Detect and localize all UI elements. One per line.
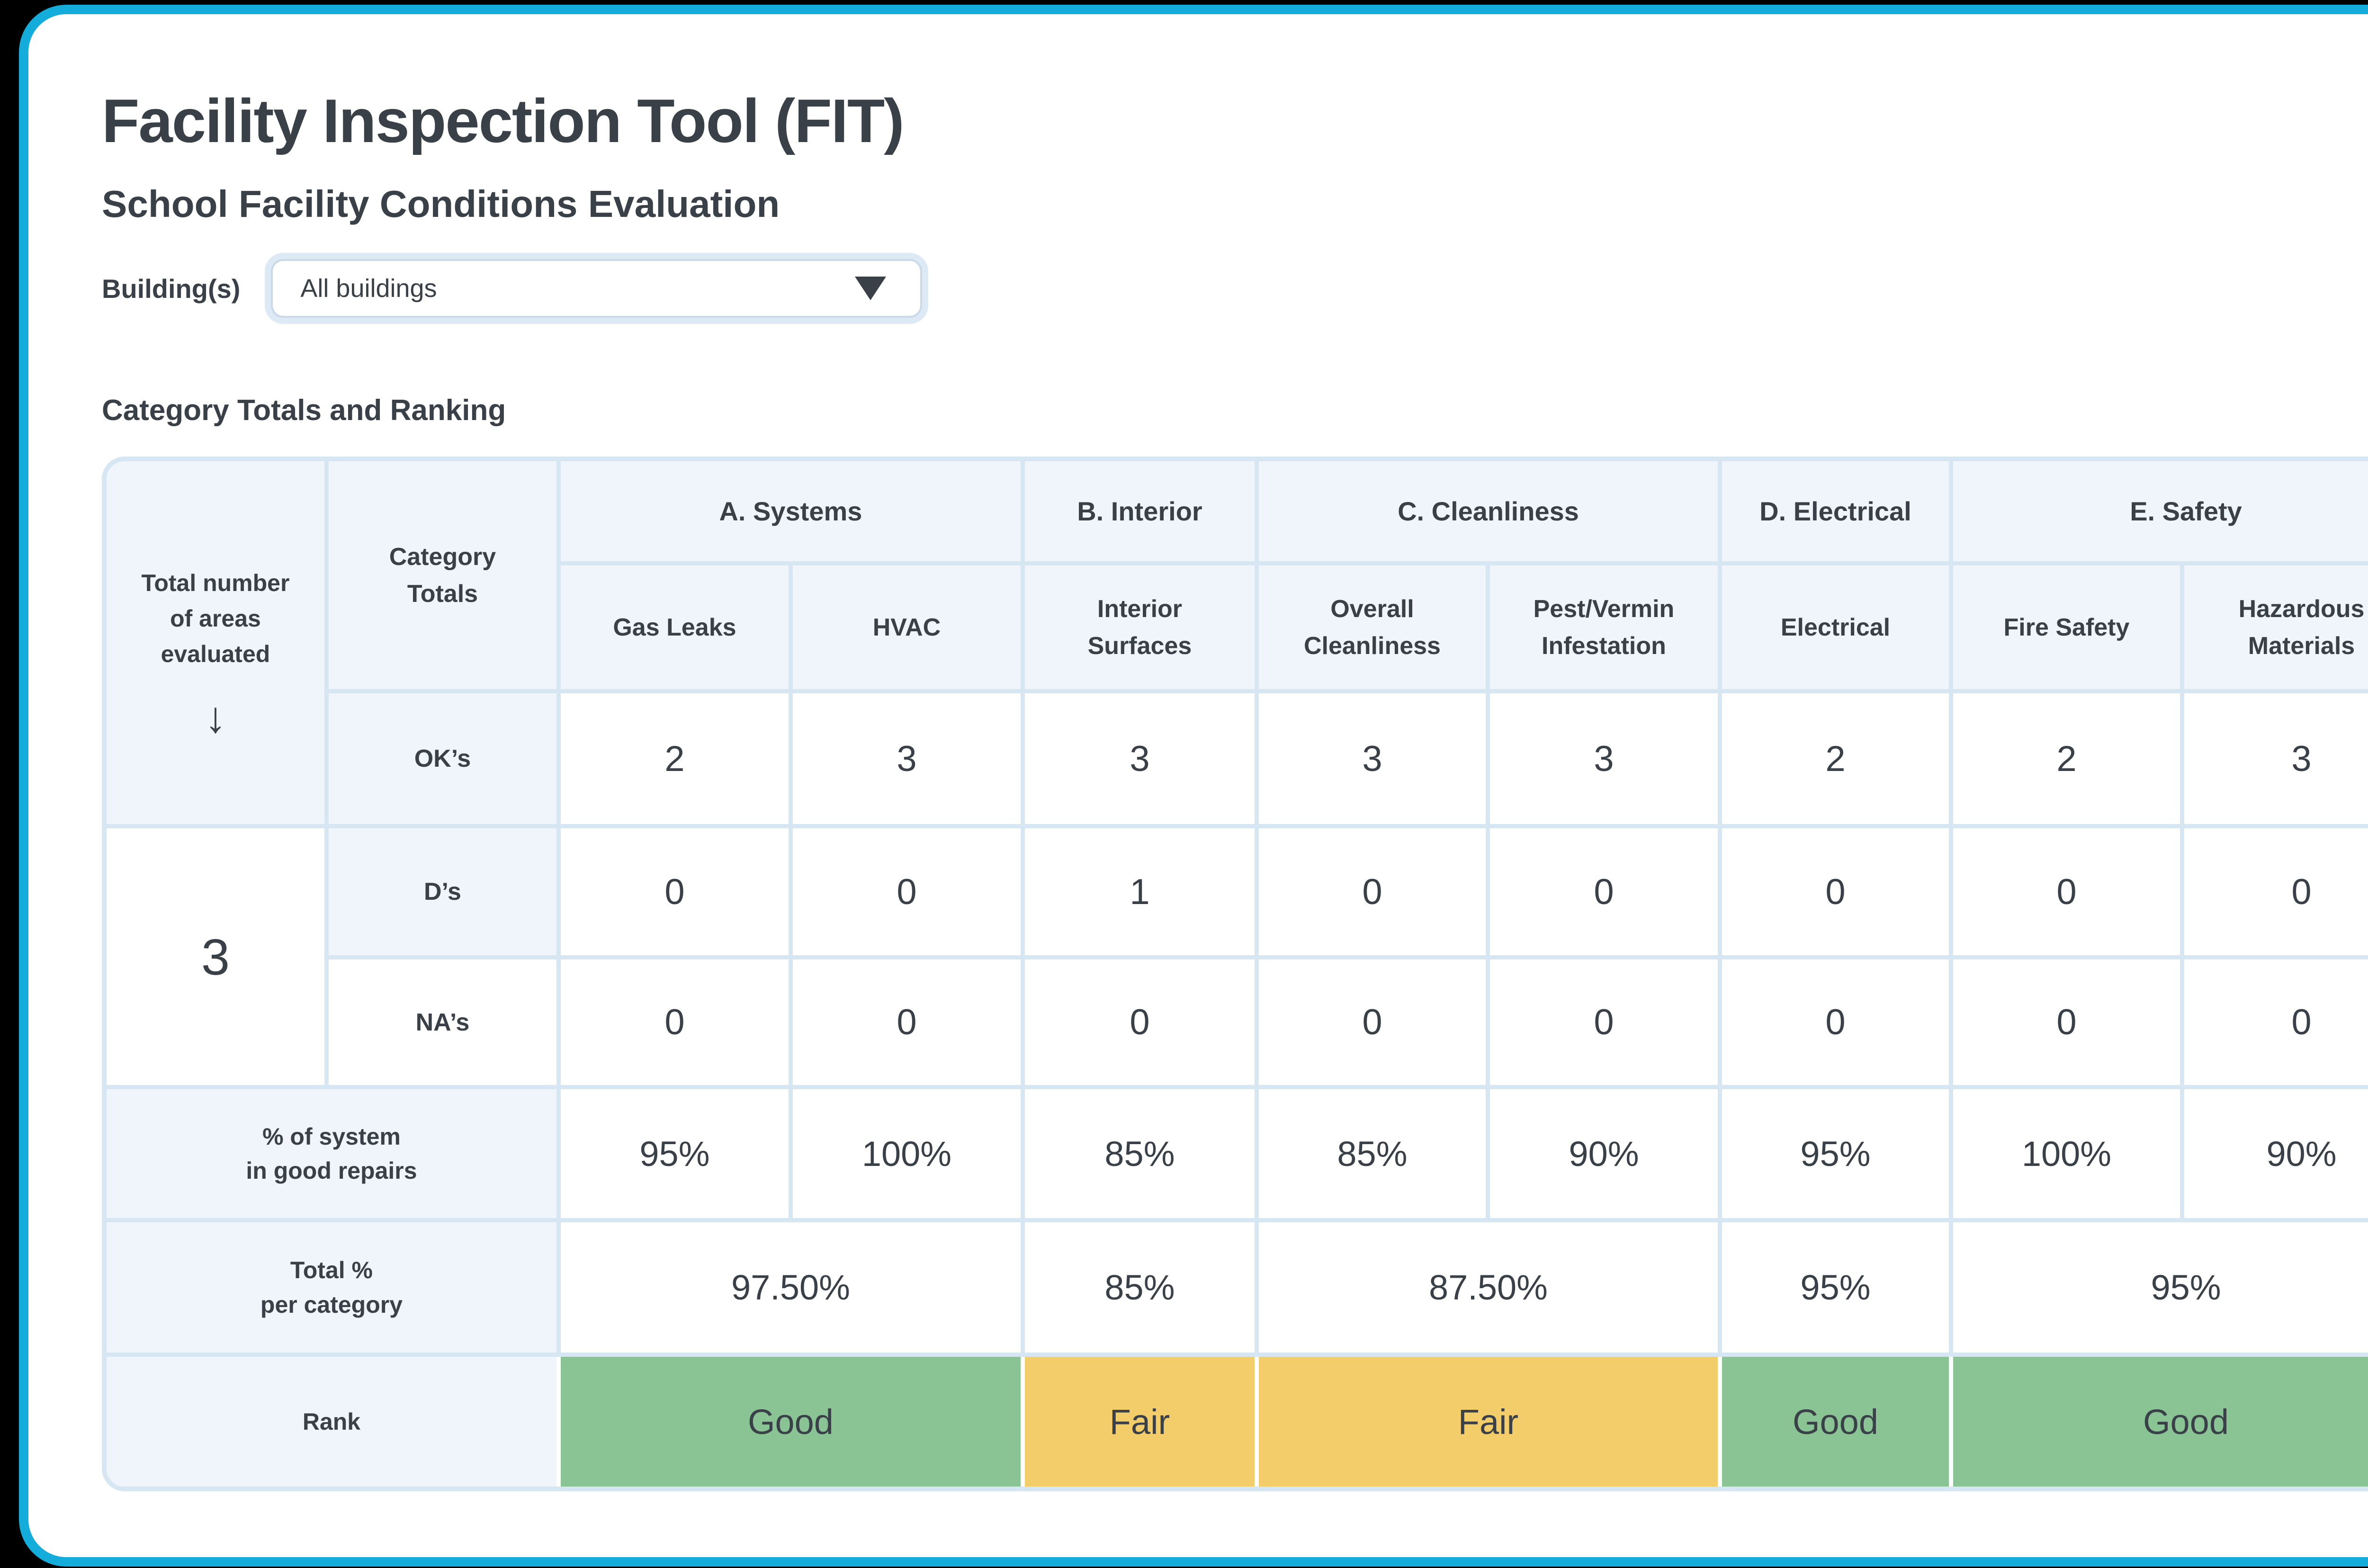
cell-nas-pest-vermin: 0 (1489, 959, 1722, 1089)
cell-pct-hvac: 100% (792, 1089, 1025, 1222)
cell-total-c-cleanliness: 87.50% (1258, 1222, 1722, 1357)
col-header-fire-safety: Fire Safety (1953, 565, 2184, 693)
cell-total-d-electrical: 95% (1722, 1222, 1953, 1357)
cell-ds-electrical: 0 (1722, 828, 1953, 959)
chevron-down-icon (855, 277, 887, 300)
col-header-electrical: Electrical (1722, 565, 1953, 693)
col-header-hvac: HVAC (792, 565, 1025, 693)
cell-ds-gas-leaks: 0 (560, 828, 793, 959)
row-label-total-per-category: Total % per category (107, 1222, 561, 1357)
col-header-overall-cleanliness: Overall Cleanliness (1258, 565, 1490, 693)
cell-pct-overall-cleanliness: 85% (1258, 1089, 1490, 1222)
cell-nas-interior-surfaces: 0 (1024, 959, 1259, 1089)
areas-evaluated-value: 3 (107, 828, 329, 1089)
cell-oks-electrical: 2 (1722, 693, 1953, 828)
col-header-pest-vermin: Pest/Vermin Infestation (1489, 565, 1722, 693)
cell-total-b-interior: 85% (1024, 1222, 1259, 1357)
rank-cell-e-safety: Good (1953, 1357, 2368, 1487)
cell-nas-hvac: 0 (792, 959, 1025, 1089)
building-filter-row: Building(s) All buildings (102, 259, 2368, 318)
cell-nas-electrical: 0 (1722, 959, 1953, 1089)
cell-total-e-safety: 95% (1953, 1222, 2368, 1357)
rank-cell-b-interior: Fair (1024, 1357, 1259, 1487)
building-filter-label: Building(s) (102, 273, 241, 304)
cell-oks-hvac: 3 (792, 693, 1025, 828)
rank-cell-c-cleanliness: Fair (1258, 1357, 1722, 1487)
category-totals-table: Total number of areas evaluated ↓ 3 Cate… (102, 457, 2368, 1491)
cell-pct-electrical: 95% (1722, 1089, 1953, 1222)
cell-oks-overall-cleanliness: 3 (1258, 693, 1490, 828)
app-card: Facility Inspection Tool (FIT) School Fa… (19, 5, 2368, 1567)
cell-ds-interior-surfaces: 1 (1024, 828, 1259, 959)
col-header-interior-surfaces: Interior Surfaces (1024, 565, 1259, 693)
areas-evaluated-header: Total number of areas evaluated ↓ (107, 461, 329, 828)
page-subtitle: School Facility Conditions Evaluation (102, 183, 780, 225)
cell-ds-hvac: 0 (792, 828, 1025, 959)
group-header-e-safety: E. Safety (1953, 461, 2368, 565)
category-totals-header: Category Totals (328, 461, 561, 693)
building-dropdown-value: All buildings (300, 274, 437, 303)
cell-oks-fire-safety: 2 (1953, 693, 2184, 828)
down-arrow-icon: ↓ (204, 693, 226, 742)
rank-cell-d-electrical: Good (1722, 1357, 1953, 1487)
row-label-ds: D’s (328, 828, 561, 959)
page-title: Facility Inspection Tool (FIT) (102, 86, 905, 155)
cell-total-a-systems: 97.50% (560, 1222, 1025, 1357)
cell-oks-hazardous-materials: 3 (2184, 693, 2368, 828)
cell-nas-hazardous-materials: 0 (2184, 959, 2368, 1089)
cell-ds-fire-safety: 0 (1953, 828, 2184, 959)
cell-pct-gas-leaks: 95% (560, 1089, 793, 1222)
rank-cell-a-systems: Good (560, 1357, 1025, 1487)
col-header-gas-leaks: Gas Leaks (560, 565, 793, 693)
areas-evaluated-label: Total number of areas evaluated (141, 569, 290, 667)
row-label-nas: NA’s (328, 959, 561, 1089)
cell-nas-overall-cleanliness: 0 (1258, 959, 1490, 1089)
row-label-oks: OK’s (328, 693, 561, 828)
cell-pct-interior-surfaces: 85% (1024, 1089, 1259, 1222)
cell-nas-fire-safety: 0 (1953, 959, 2184, 1089)
col-header-hazardous-materials: Hazardous Materials (2184, 565, 2368, 693)
cell-pct-pest-vermin: 90% (1489, 1089, 1722, 1222)
cell-ds-overall-cleanliness: 0 (1258, 828, 1490, 959)
cell-pct-fire-safety: 100% (1953, 1089, 2184, 1222)
group-header-d-electrical: D. Electrical (1722, 461, 1953, 565)
row-label-rank: Rank (107, 1357, 561, 1487)
cell-nas-gas-leaks: 0 (560, 959, 793, 1089)
cell-ds-hazardous-materials: 0 (2184, 828, 2368, 959)
section-heading: Category Totals and Ranking (102, 394, 506, 427)
cell-oks-interior-surfaces: 3 (1024, 693, 1259, 828)
group-header-b-interior: B. Interior (1024, 461, 1259, 565)
cell-ds-pest-vermin: 0 (1489, 828, 1722, 959)
cell-pct-hazardous-materials: 90% (2184, 1089, 2368, 1222)
row-label-pct-good-repair: % of system in good repairs (107, 1089, 561, 1222)
cell-oks-gas-leaks: 2 (560, 693, 793, 828)
building-dropdown[interactable]: All buildings (271, 259, 923, 318)
group-header-c-cleanliness: C. Cleanliness (1258, 461, 1722, 565)
cell-oks-pest-vermin: 3 (1489, 693, 1722, 828)
group-header-a-systems: A. Systems (560, 461, 1025, 565)
